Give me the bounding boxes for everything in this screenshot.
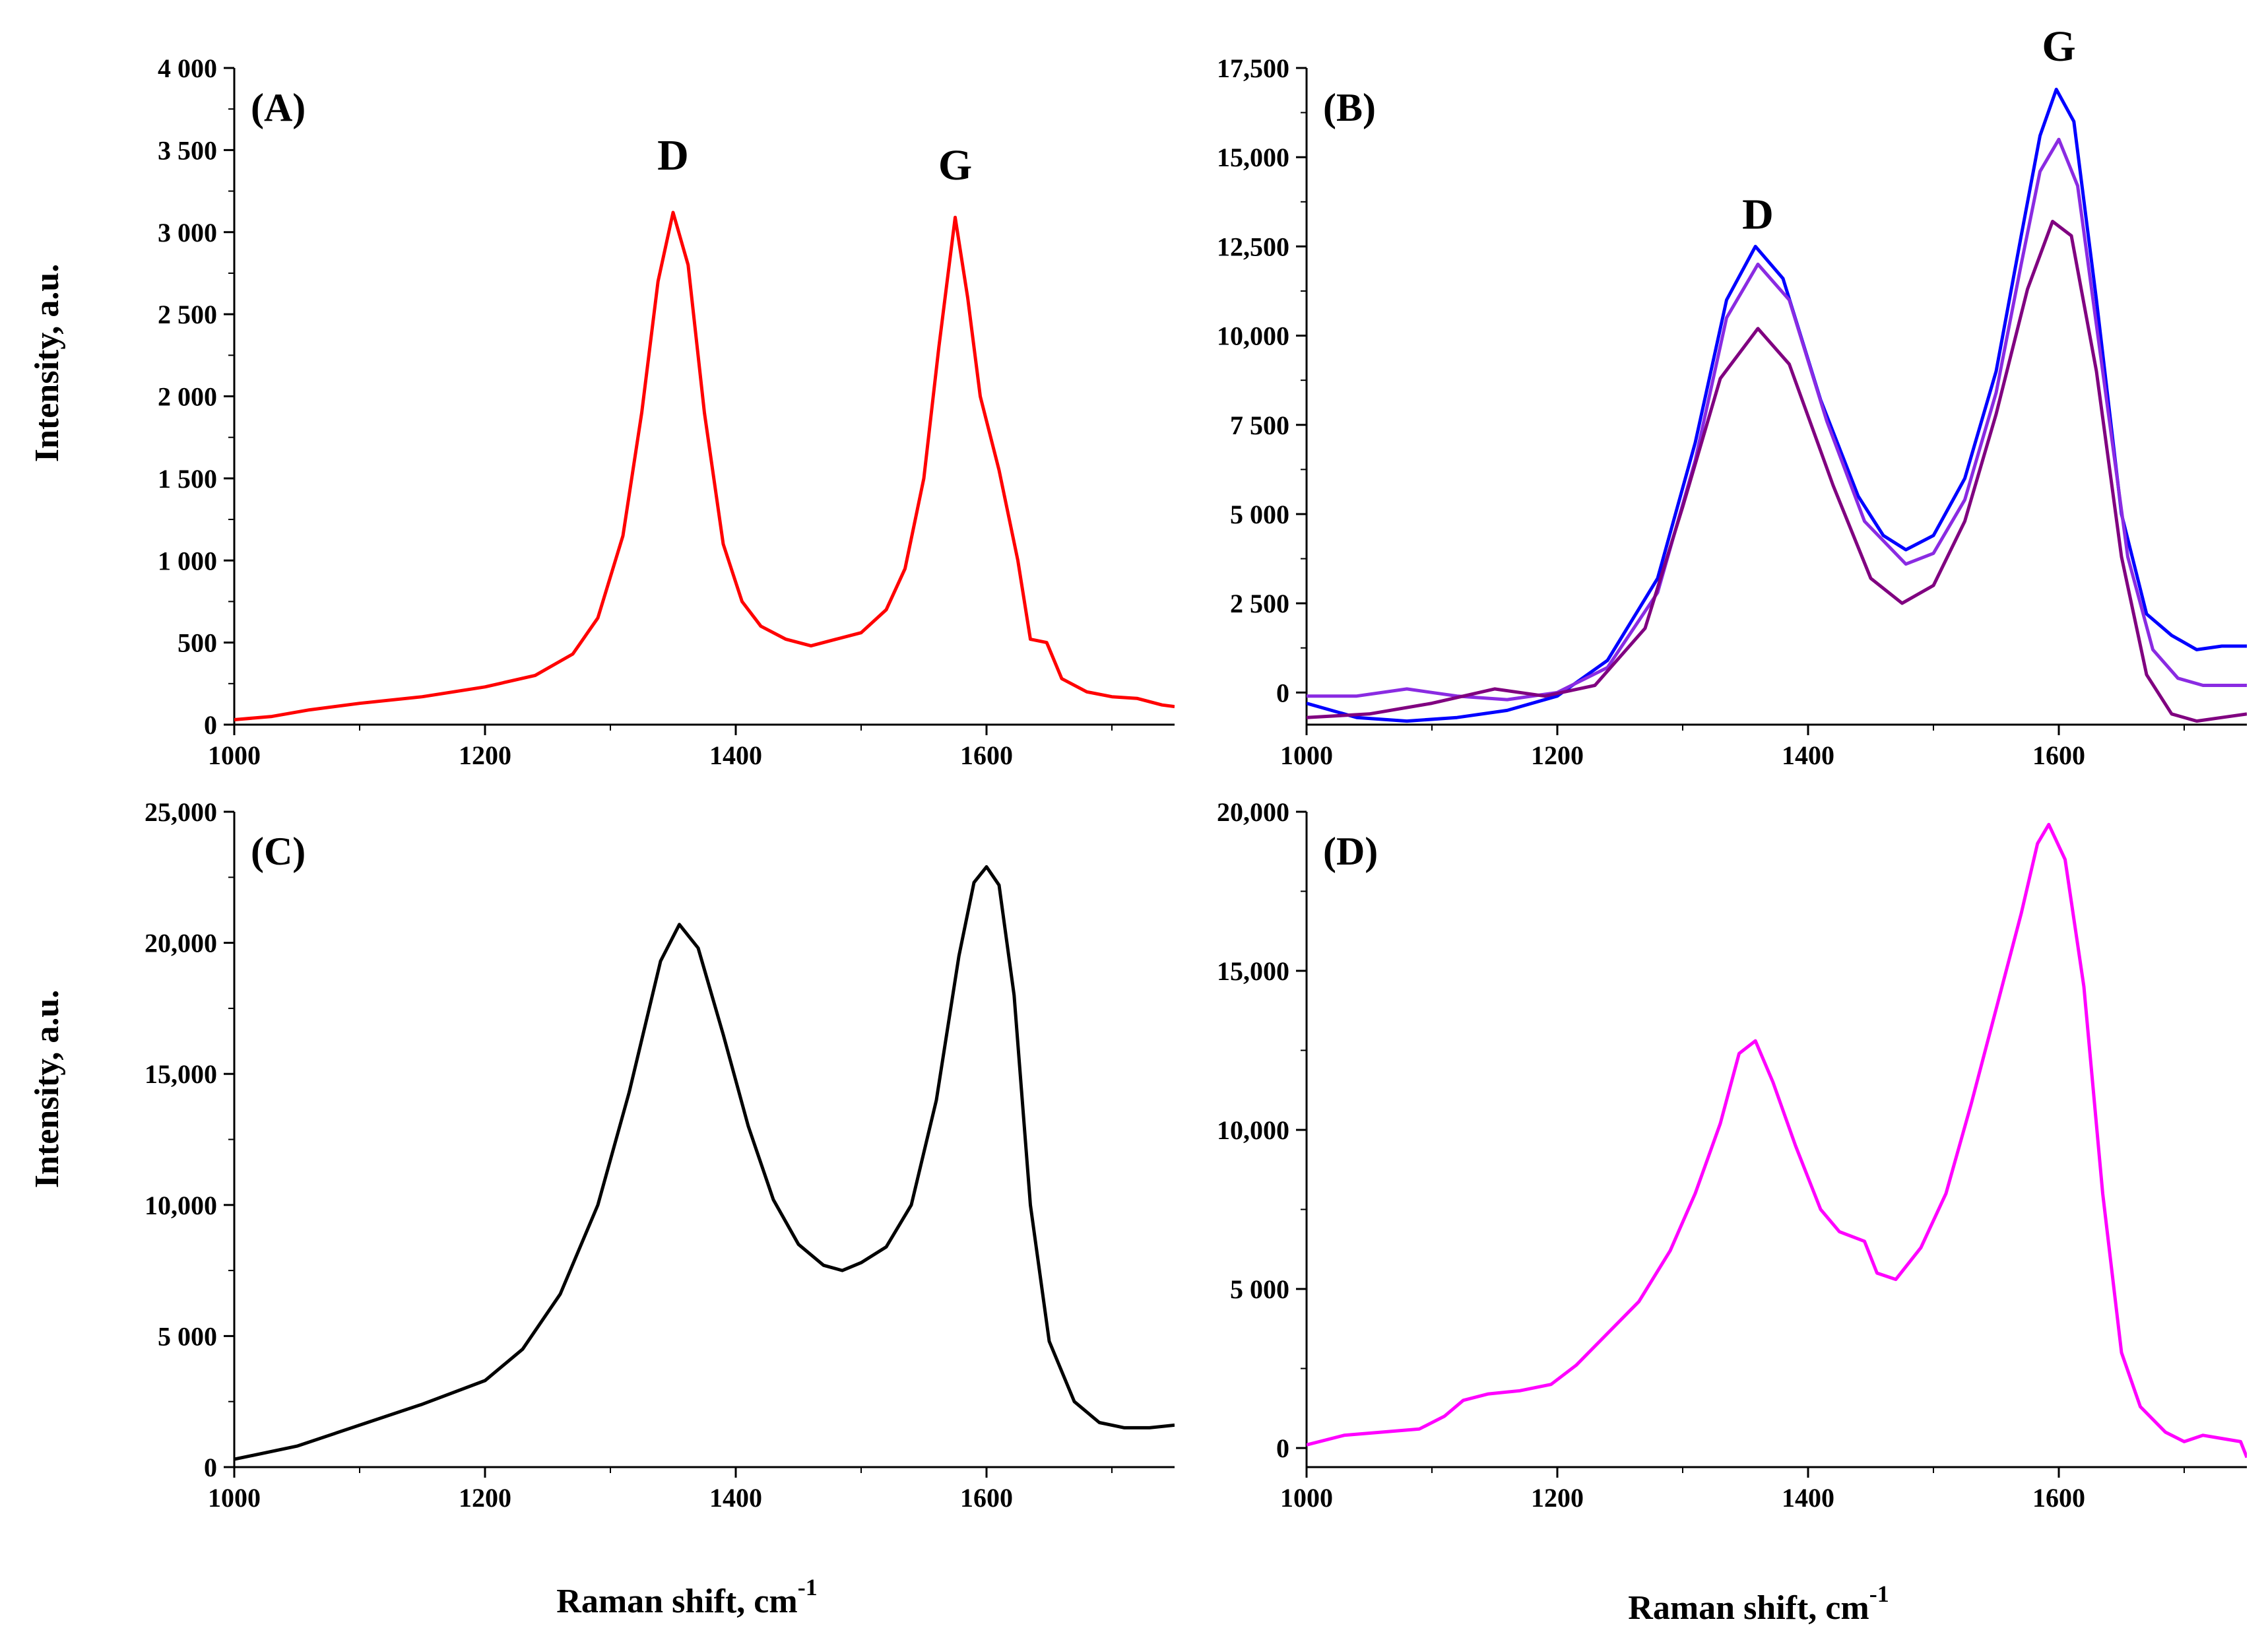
x-axis-title-left-main: Raman shift, cm xyxy=(556,1583,797,1620)
y-tick-label-c: 15,000 xyxy=(145,1059,217,1089)
y-tick-label-a: 2 500 xyxy=(158,300,217,329)
peak-label-d-a: D xyxy=(657,131,689,180)
y-tick-label-b: 7 500 xyxy=(1230,410,1289,440)
x-axis-title-right-sup: -1 xyxy=(1869,1581,1889,1607)
y-tick-label-a: 1 000 xyxy=(158,546,217,575)
series-line-b-2 xyxy=(1307,137,2247,702)
x-tick-label-b: 1400 xyxy=(1782,740,1834,770)
x-tick-label-b: 1200 xyxy=(1531,740,1584,770)
x-tick-label-c: 1000 xyxy=(208,1483,261,1513)
y-tick-label-c: 25,000 xyxy=(145,797,217,827)
x-tick-label-d: 1200 xyxy=(1531,1483,1584,1513)
x-tick-label-a: 1200 xyxy=(459,740,511,770)
panel-label-b: (B) xyxy=(1323,86,1376,129)
x-axis-title-right-main: Raman shift, cm xyxy=(1628,1589,1869,1627)
x-tick-label-d: 1400 xyxy=(1782,1483,1834,1513)
y-tick-label-d: 15,000 xyxy=(1217,956,1289,986)
y-tick-label-b: 0 xyxy=(1276,678,1289,707)
x-tick-label-d: 1600 xyxy=(2032,1483,2085,1513)
y-tick-label-a: 3 000 xyxy=(158,218,217,247)
x-axis-title-left-sup: -1 xyxy=(798,1574,818,1600)
peak-label-g-a: G xyxy=(938,141,972,189)
y-tick-label-d: 0 xyxy=(1276,1433,1289,1463)
y-tick-label-b: 17,500 xyxy=(1217,53,1289,83)
y-tick-label-a: 4 000 xyxy=(158,53,217,83)
x-tick-label-b: 1000 xyxy=(1280,740,1333,770)
x-tick-label-a: 1600 xyxy=(960,740,1013,770)
chart-panel-a: 0 500 1 000 1 500 2 000 2 500 3 000 3 500 4 000 1… xyxy=(158,53,1175,770)
y-tick-label-a: 1 500 xyxy=(158,464,217,494)
y-tick-label-d: 20,000 xyxy=(1217,797,1289,827)
y-tick-label-d: 5 000 xyxy=(1230,1274,1289,1304)
y-tick-label-a: 500 xyxy=(178,628,217,658)
series-line-b-3 xyxy=(1307,220,2247,723)
chart-panel-d: 0 5 000 10,000 15,000 20,000 1000 1200 1400 1600… xyxy=(1217,797,2247,1513)
y-tick-label-b: 5 000 xyxy=(1230,500,1289,529)
x-tick-label-c: 1200 xyxy=(459,1483,511,1513)
x-axis-title-right: Raman shift, cm-1 xyxy=(1628,1581,1889,1627)
series-line-a-1 xyxy=(234,211,1175,721)
peak-label-d-b: D xyxy=(1742,190,1774,238)
x-tick-label-a: 1000 xyxy=(208,740,261,770)
chart-panel-c: 0 5 000 10,000 15,000 20,000 25,000 1000 1200 14… xyxy=(145,797,1175,1513)
y-tick-label-b: 2 500 xyxy=(1230,589,1289,618)
panel-label-a: (A) xyxy=(251,86,306,129)
y-tick-label-a: 2 000 xyxy=(158,382,217,412)
y-tick-label-c: 0 xyxy=(204,1453,217,1482)
peak-label-g-b: G xyxy=(2042,22,2075,71)
y-tick-label-b: 15,000 xyxy=(1217,143,1289,172)
y-axis-title-top: Intensity, a.u. xyxy=(28,264,66,463)
series-line-c-1 xyxy=(234,865,1175,1461)
series-line-d-1 xyxy=(1307,822,2247,1459)
x-tick-label-d: 1000 xyxy=(1280,1483,1333,1513)
chart-panel-b: 0 2 500 5 000 7 500 10,000 12,500 15,000 17,500… xyxy=(1217,22,2247,770)
x-axis-title-left: Raman shift, cm-1 xyxy=(556,1574,817,1620)
x-tick-label-c: 1400 xyxy=(709,1483,762,1513)
y-tick-label-b: 12,500 xyxy=(1217,232,1289,261)
y-tick-label-b: 10,000 xyxy=(1217,321,1289,351)
panel-label-d: (D) xyxy=(1323,830,1378,873)
x-tick-label-c: 1600 xyxy=(960,1483,1013,1513)
y-tick-label-a: 3 500 xyxy=(158,135,217,165)
y-tick-label-c: 5 000 xyxy=(158,1321,217,1351)
y-tick-label-c: 20,000 xyxy=(145,929,217,958)
panel-label-c: (C) xyxy=(251,830,306,873)
y-tick-label-c: 10,000 xyxy=(145,1191,217,1220)
y-tick-label-a: 0 xyxy=(204,710,217,740)
y-axis-title-bottom: Intensity, a.u. xyxy=(28,990,66,1189)
y-tick-label-d: 10,000 xyxy=(1217,1115,1289,1145)
x-tick-label-a: 1400 xyxy=(709,740,762,770)
x-tick-label-b: 1600 xyxy=(2032,740,2085,770)
